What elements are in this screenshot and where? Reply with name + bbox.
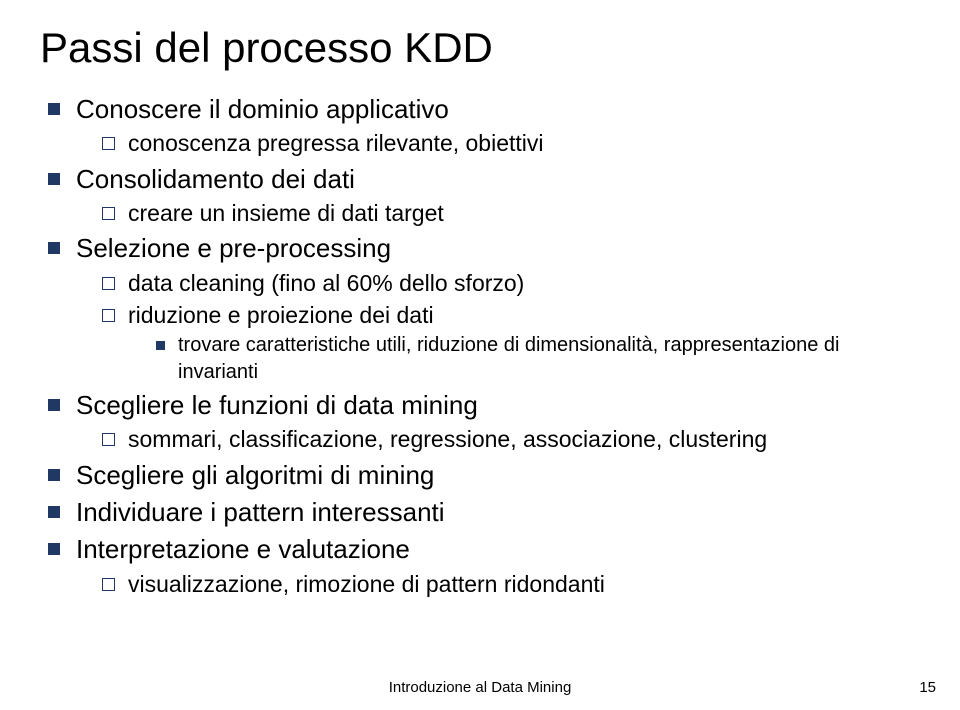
list-item: visualizzazione, rimozione di pattern ri… bbox=[102, 569, 920, 599]
item-label: creare un insieme di dati target bbox=[128, 200, 444, 226]
bullet-list-level2: sommari, classificazione, regressione, a… bbox=[76, 424, 920, 454]
bullet-list-level2: data cleaning (fino al 60% dello sforzo)… bbox=[76, 268, 920, 386]
list-item: riduzione e proiezione dei dati trovare … bbox=[102, 300, 920, 385]
list-item: Consolidamento dei dati creare un insiem… bbox=[48, 162, 920, 229]
item-label: Conoscere il dominio applicativo bbox=[76, 94, 449, 124]
footer-text: Introduzione al Data Mining bbox=[0, 679, 960, 696]
list-item: data cleaning (fino al 60% dello sforzo) bbox=[102, 268, 920, 298]
list-item: Scegliere le funzioni di data mining som… bbox=[48, 388, 920, 455]
item-label: Scegliere gli algoritmi di mining bbox=[76, 460, 434, 490]
item-label: Consolidamento dei dati bbox=[76, 164, 355, 194]
bullet-list-level2: conoscenza pregressa rilevante, obiettiv… bbox=[76, 128, 920, 158]
page-number: 15 bbox=[919, 679, 936, 696]
bullet-list-level2: creare un insieme di dati target bbox=[76, 198, 920, 228]
list-item: Scegliere gli algoritmi di mining bbox=[48, 458, 920, 492]
item-label: visualizzazione, rimozione di pattern ri… bbox=[128, 571, 605, 597]
item-label: riduzione e proiezione dei dati bbox=[128, 302, 434, 328]
item-label: Selezione e pre-processing bbox=[76, 233, 391, 263]
list-item: creare un insieme di dati target bbox=[102, 198, 920, 228]
bullet-list-level2: visualizzazione, rimozione di pattern ri… bbox=[76, 569, 920, 599]
item-label: conoscenza pregressa rilevante, obiettiv… bbox=[128, 130, 544, 156]
list-item: Selezione e pre-processing data cleaning… bbox=[48, 231, 920, 385]
item-label: Interpretazione e valutazione bbox=[76, 534, 410, 564]
list-item: sommari, classificazione, regressione, a… bbox=[102, 424, 920, 454]
list-item: conoscenza pregressa rilevante, obiettiv… bbox=[102, 128, 920, 158]
slide-title: Passi del processo KDD bbox=[40, 24, 920, 72]
list-item: Individuare i pattern interessanti bbox=[48, 495, 920, 529]
list-item: Interpretazione e valutazione visualizza… bbox=[48, 532, 920, 599]
item-label: data cleaning (fino al 60% dello sforzo) bbox=[128, 270, 524, 296]
list-item: trovare caratteristiche utili, riduzione… bbox=[156, 332, 920, 385]
item-label: sommari, classificazione, regressione, a… bbox=[128, 426, 767, 452]
bullet-list-level1: Conoscere il dominio applicativo conosce… bbox=[40, 92, 920, 599]
bullet-list-level3: trovare caratteristiche utili, riduzione… bbox=[128, 332, 920, 385]
list-item: Conoscere il dominio applicativo conosce… bbox=[48, 92, 920, 159]
item-label: Scegliere le funzioni di data mining bbox=[76, 390, 478, 420]
item-label: Individuare i pattern interessanti bbox=[76, 497, 445, 527]
item-label: trovare caratteristiche utili, riduzione… bbox=[178, 334, 839, 382]
